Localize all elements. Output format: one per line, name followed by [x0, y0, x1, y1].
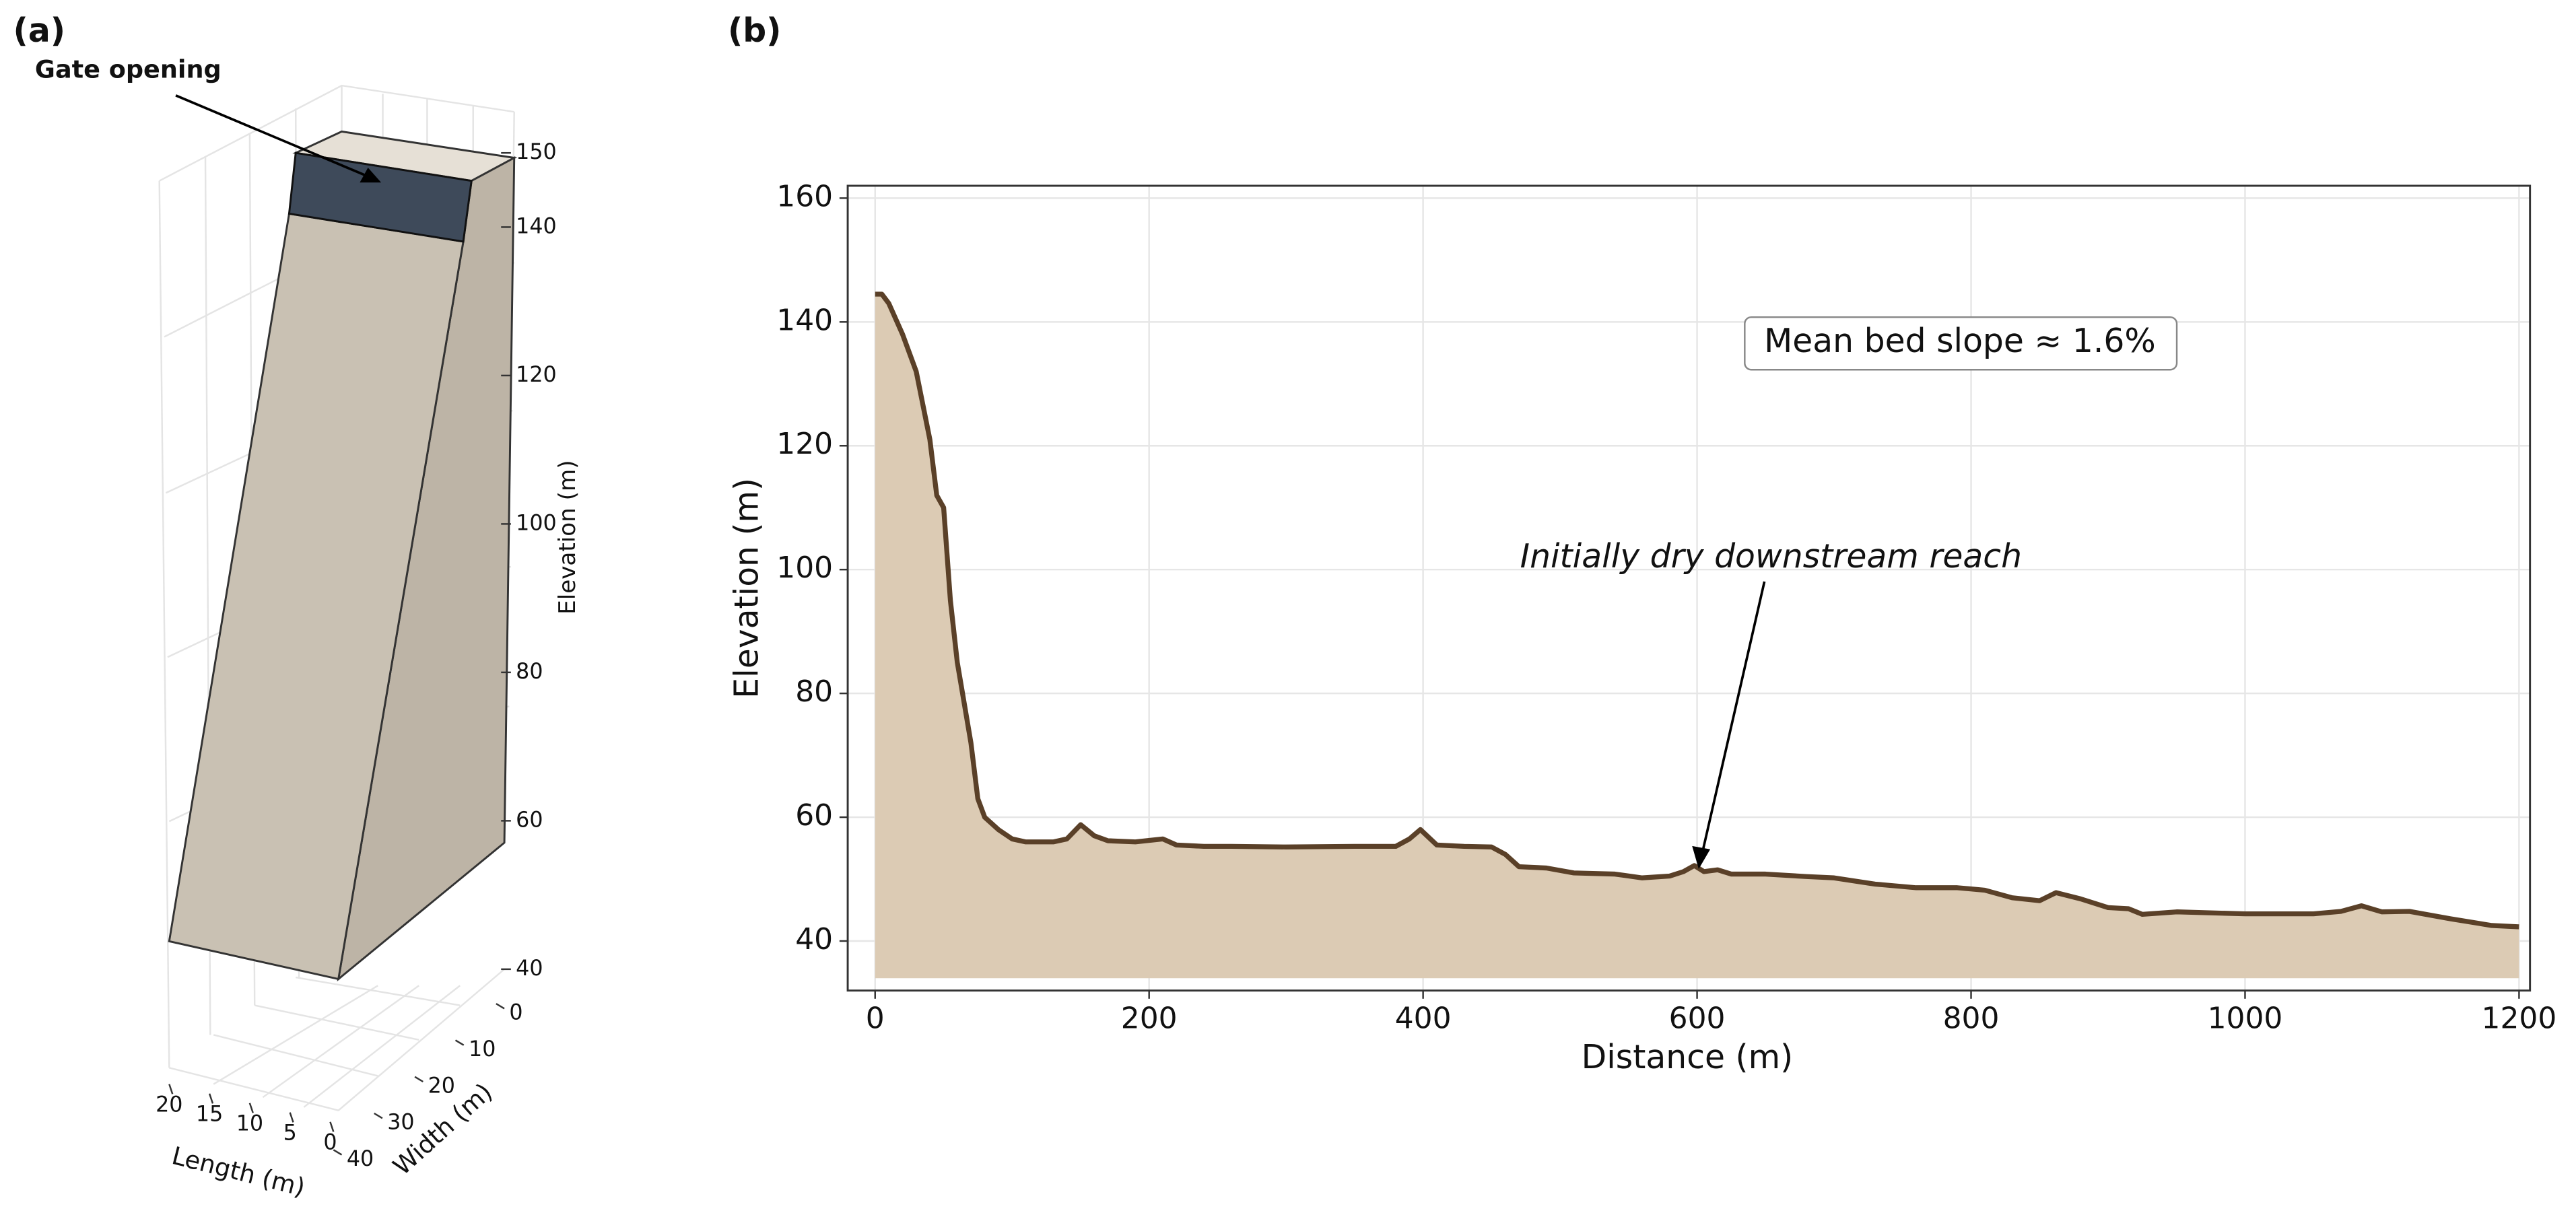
gate-arrow-head [360, 168, 382, 183]
x-tick [168, 1084, 174, 1094]
annotation-arrow [1701, 581, 1766, 855]
x-tick-label: 600 [1669, 1002, 1726, 1036]
y-tick-label: 40 [347, 1147, 374, 1171]
y-tick [414, 1076, 423, 1083]
panel-label: (a) [13, 11, 66, 50]
y-tick-label: 30 [387, 1111, 414, 1135]
gate-arrow [175, 94, 376, 180]
panel-a: (a) Gate opening Elevation (m) Length (m… [13, 11, 581, 1202]
z-tick-label: 140 [516, 214, 557, 238]
x-tick-label: 5 [283, 1121, 297, 1145]
annotation: Mean bed slope ≈ 1.6% [1764, 322, 2156, 360]
annotation-box [1744, 316, 2178, 371]
x-tick-label: 15 [196, 1102, 223, 1126]
x-tick-label: 400 [1395, 1002, 1452, 1036]
x-tick-label: 200 [1121, 1002, 1178, 1036]
z-tick-label: 40 [516, 956, 543, 981]
annotation-arrow-head [1692, 845, 1711, 870]
y-tick-label: 140 [776, 303, 833, 337]
z-tick-label: 100 [516, 511, 557, 535]
x-tick [329, 1121, 335, 1132]
y-tick [374, 1112, 383, 1119]
y-tick-label: 40 [795, 922, 833, 956]
y-axis-label: Elevation (m) [728, 478, 766, 699]
x-tick-label: 1200 [2482, 1002, 2557, 1036]
z-tick-label: 120 [516, 363, 557, 387]
y-tick [496, 1003, 505, 1010]
x-tick [289, 1112, 294, 1123]
y-tick [333, 1149, 343, 1156]
z-tick-label: 150 [516, 140, 557, 164]
y-tick-label: 160 [776, 179, 833, 213]
z-tick-label: 80 [516, 660, 543, 684]
y-tick-label: 120 [776, 427, 833, 461]
y-tick-label: 100 [776, 551, 833, 585]
annotation: Initially dry downstream reach [1520, 537, 2022, 576]
gate [287, 151, 473, 243]
x-tick [248, 1103, 254, 1113]
x-tick-label: 0 [866, 1002, 885, 1036]
x-tick [208, 1093, 214, 1104]
plot-frame [846, 184, 2532, 992]
x-tick-label: 0 [323, 1131, 337, 1155]
z-tick-label: 60 [516, 808, 543, 832]
y-tick-label: 80 [795, 674, 833, 709]
y-tick [454, 1039, 465, 1046]
z-axis-label: Elevation (m) [554, 460, 581, 614]
panel-label: (b) [728, 11, 782, 50]
annotation: Gate opening [35, 55, 222, 84]
y-tick-label: 10 [469, 1037, 496, 1061]
y-tick-label: 60 [795, 798, 833, 833]
x-axis-label: Length (m) [169, 1141, 308, 1202]
panel-b: (b) Distance (m) Elevation (m) 40 60 80 100… [728, 11, 2557, 1076]
bed-line [875, 291, 2519, 930]
x-tick-label: 10 [236, 1111, 263, 1136]
x-tick-label: 1000 [2208, 1002, 2283, 1036]
x-tick-label: 800 [1943, 1002, 2000, 1036]
y-tick-label: 0 [509, 1001, 522, 1025]
x-axis-label: Distance (m) [1582, 1038, 1793, 1076]
x-tick-label: 20 [156, 1092, 182, 1117]
y-tick-label: 20 [428, 1074, 455, 1098]
